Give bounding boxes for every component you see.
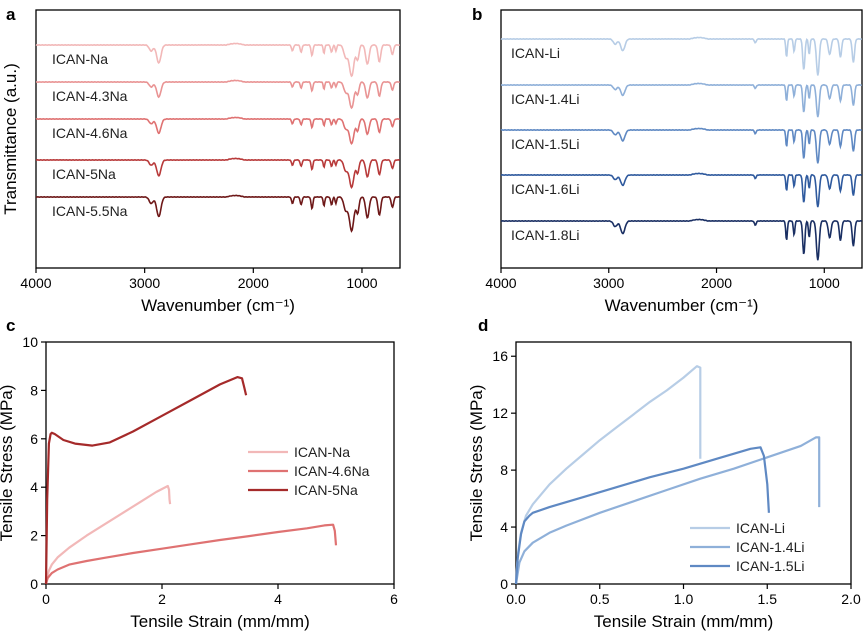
y-tick-label: 2 xyxy=(30,528,38,544)
y-tick-label: 10 xyxy=(22,334,38,350)
spectrum-label: ICAN-Na xyxy=(52,51,108,67)
x-tick-label: 1.5 xyxy=(758,591,778,607)
ftir-na-chart: 4000 3000 2000 1000 Wavenumber (cm⁻¹) Transmi… xyxy=(1,9,401,315)
y-tick-label: 0 xyxy=(30,576,38,592)
x-tick-label: 2.0 xyxy=(841,591,861,607)
spectrum-label: ICAN-1.4Li xyxy=(511,91,579,107)
spectrum-label: ICAN-5Na xyxy=(52,166,116,182)
y-tick-label: 4 xyxy=(500,519,508,535)
y-tick-label: 0 xyxy=(500,576,508,592)
spectrum-line xyxy=(35,42,401,78)
x-tick-label: 2 xyxy=(158,591,166,607)
panel-letter-c: c xyxy=(6,316,15,335)
y-tick-label: 8 xyxy=(30,382,38,398)
spectrum-line xyxy=(500,36,863,76)
stress-strain-line xyxy=(44,484,172,585)
legend-label: ICAN-1.5Li xyxy=(736,558,804,574)
y-tick-label: 12 xyxy=(492,405,508,421)
x-tick-label: 1000 xyxy=(809,275,840,291)
y-axis-title: Tensile Stress (MPa) xyxy=(0,385,16,542)
spectrum-label: ICAN-4.3Na xyxy=(52,88,128,104)
x-axis-title: Wavenumber (cm⁻¹) xyxy=(605,296,759,315)
spectrum-label: ICAN-5.5Na xyxy=(52,203,128,219)
spectrum-line xyxy=(501,82,863,118)
plot-frame xyxy=(45,341,395,585)
spectrum-line xyxy=(35,116,400,146)
panel-letter-b: b xyxy=(472,5,482,24)
panel-letter-d: d xyxy=(478,316,488,335)
x-tick-label: 1.0 xyxy=(674,591,694,607)
spectrum-line xyxy=(36,79,401,110)
stress-strain-line xyxy=(44,523,338,585)
spectrum-label: ICAN-4.6Na xyxy=(52,125,128,141)
y-axis-title: Tensile Stress (MPa) xyxy=(467,385,486,542)
spectrum-label: ICAN-1.5Li xyxy=(511,136,579,152)
x-tick-label: 2000 xyxy=(238,275,269,291)
x-tick-label: 0 xyxy=(42,591,50,607)
panel-letter-a: a xyxy=(6,5,16,24)
stress-strain-line xyxy=(514,446,770,585)
x-tick-label: 3000 xyxy=(593,275,624,291)
x-tick-label: 0.5 xyxy=(590,591,610,607)
legend-label: ICAN-4.6Na xyxy=(294,463,370,479)
stress-strain-line xyxy=(44,376,248,585)
plot-frame xyxy=(500,9,863,269)
legend-label: ICAN-Na xyxy=(294,444,350,460)
y-tick-label: 8 xyxy=(500,462,508,478)
spectrum-line xyxy=(500,172,863,208)
x-axis-title: Tensile Strain (mm/mm) xyxy=(130,612,309,631)
spectrum-line xyxy=(35,194,401,233)
y-tick-label: 6 xyxy=(30,431,38,447)
x-tick-label: 4000 xyxy=(20,275,51,291)
tensile-li-chart: 0.0 0.5 1.0 1.5 2.0 0 4 8 12 16 Tensile Strain (mm… xyxy=(467,341,861,631)
spectrum-line xyxy=(35,157,401,190)
x-tick-label: 1000 xyxy=(346,275,377,291)
x-tick-label: 4 xyxy=(274,591,282,607)
legend-label: ICAN-Li xyxy=(736,520,785,536)
x-tick-label: 3000 xyxy=(129,275,160,291)
spectrum-line xyxy=(500,127,862,164)
y-tick-label: 16 xyxy=(492,348,508,364)
x-tick-label: 4000 xyxy=(485,275,516,291)
tensile-na-chart: 0 2 4 6 0 2 4 6 8 10 Tensile Strain (mm/mm) Tensile… xyxy=(0,334,398,631)
x-tick-label: 2000 xyxy=(701,275,732,291)
spectrum-label: ICAN-Li xyxy=(511,45,560,61)
legend-label: ICAN-1.4Li xyxy=(736,539,804,555)
ftir-li-chart: 4000 3000 2000 1000 Wavenumber (cm⁻¹) ICAN-Li… xyxy=(485,9,863,315)
x-axis-title: Tensile Strain (mm/mm) xyxy=(594,612,773,631)
plot-frame xyxy=(35,9,401,269)
spectrum-line xyxy=(500,218,863,261)
y-tick-label: 4 xyxy=(30,479,38,495)
x-axis-title: Wavenumber (cm⁻¹) xyxy=(141,296,295,315)
x-tick-label: 0.0 xyxy=(506,591,526,607)
y-axis-title: Transmittance (a.u.) xyxy=(1,63,20,214)
spectrum-label: ICAN-1.6Li xyxy=(511,181,579,197)
spectrum-label: ICAN-1.8Li xyxy=(511,227,579,243)
stress-strain-line xyxy=(514,365,702,585)
stress-strain-line xyxy=(514,436,821,585)
x-tick-label: 6 xyxy=(390,591,398,607)
legend-label: ICAN-5Na xyxy=(294,482,358,498)
